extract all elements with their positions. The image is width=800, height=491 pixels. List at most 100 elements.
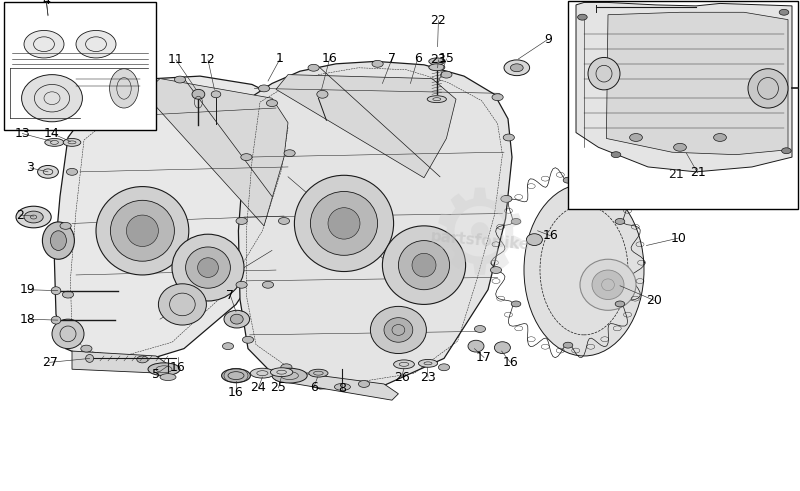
Circle shape [511,218,521,224]
Circle shape [266,100,278,107]
Text: 11: 11 [168,54,184,66]
Ellipse shape [230,314,243,324]
Ellipse shape [110,200,174,261]
Text: 16: 16 [170,361,186,374]
Circle shape [441,71,452,78]
Ellipse shape [42,222,74,259]
Ellipse shape [250,368,274,378]
Ellipse shape [394,360,414,369]
Ellipse shape [418,359,438,367]
Circle shape [242,336,254,343]
Text: 7: 7 [388,53,396,65]
Circle shape [308,64,319,71]
Circle shape [504,60,530,76]
Ellipse shape [429,64,445,71]
Ellipse shape [63,138,81,146]
Text: 7: 7 [226,289,234,302]
Polygon shape [272,369,398,400]
Ellipse shape [317,90,328,98]
Ellipse shape [186,247,230,288]
Polygon shape [576,2,792,172]
Text: 25: 25 [270,382,286,394]
Bar [4,2,156,130]
Text: 6: 6 [310,382,318,394]
Ellipse shape [429,58,445,65]
Ellipse shape [50,231,66,250]
Polygon shape [144,79,288,226]
Ellipse shape [370,306,426,354]
Ellipse shape [412,253,436,277]
Text: 20: 20 [646,294,662,307]
Circle shape [490,267,502,273]
Ellipse shape [526,234,542,246]
Ellipse shape [588,57,620,90]
Ellipse shape [192,89,205,99]
Circle shape [563,342,573,348]
Text: 26: 26 [394,371,410,383]
Text: 21: 21 [668,168,684,181]
Ellipse shape [96,187,189,275]
Ellipse shape [427,96,446,103]
Circle shape [492,94,503,101]
Text: 4: 4 [42,0,50,7]
Text: 16: 16 [322,53,338,65]
Ellipse shape [382,226,466,304]
Ellipse shape [294,175,394,272]
Circle shape [674,143,686,151]
Ellipse shape [494,342,510,354]
Circle shape [24,211,43,223]
Ellipse shape [110,69,138,108]
Circle shape [501,195,512,202]
Circle shape [236,281,247,288]
Ellipse shape [384,318,413,342]
Circle shape [174,76,186,83]
Ellipse shape [524,184,644,356]
Text: 13: 13 [14,127,30,140]
Text: 3: 3 [26,162,34,174]
Ellipse shape [310,191,378,255]
Ellipse shape [334,383,350,390]
Circle shape [60,222,71,229]
Ellipse shape [328,208,360,239]
Ellipse shape [148,363,180,376]
Ellipse shape [160,374,176,381]
Text: 17: 17 [476,351,492,364]
Circle shape [284,150,295,157]
Text: 15: 15 [438,53,454,65]
Text: 9: 9 [544,33,552,46]
Text: 19: 19 [20,283,36,296]
Ellipse shape [224,310,250,328]
Text: 8: 8 [338,382,346,395]
Circle shape [222,343,234,350]
Circle shape [358,381,370,387]
Circle shape [258,85,270,92]
Text: 1: 1 [276,53,284,65]
Text: 4: 4 [42,0,50,4]
Circle shape [16,206,51,228]
Circle shape [474,326,486,332]
Circle shape [81,345,92,352]
Text: 27: 27 [42,356,58,369]
Ellipse shape [86,355,94,362]
Text: 16: 16 [542,229,558,242]
Circle shape [782,148,791,154]
Text: 5: 5 [152,368,160,381]
Circle shape [615,301,625,307]
Polygon shape [238,61,512,389]
Text: 21: 21 [690,166,706,179]
Ellipse shape [198,258,218,277]
Ellipse shape [211,91,221,98]
Circle shape [62,291,74,298]
Polygon shape [54,76,296,363]
Circle shape [262,281,274,288]
Text: 6: 6 [414,53,422,65]
Circle shape [372,60,383,67]
Circle shape [611,152,621,158]
Circle shape [241,154,252,161]
Text: 16: 16 [502,356,518,369]
Circle shape [714,134,726,141]
Ellipse shape [222,369,250,382]
Circle shape [615,218,625,224]
Ellipse shape [76,30,116,58]
Text: 18: 18 [20,313,36,326]
